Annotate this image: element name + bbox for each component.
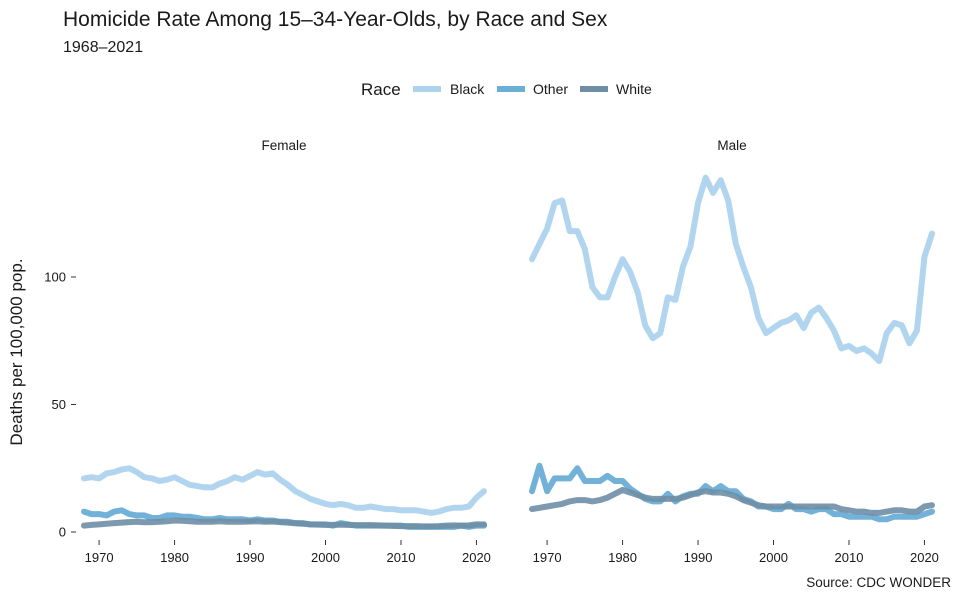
- legend-label-other: Other: [533, 81, 568, 97]
- facet-label-male: Male: [717, 138, 746, 153]
- source-note: Source: CDC WONDER: [806, 575, 951, 590]
- x-tick-label: 2010: [835, 550, 864, 565]
- x-tick-label: 1990: [684, 550, 713, 565]
- legend-label-white: White: [616, 81, 652, 97]
- x-tick-label: 1970: [533, 550, 562, 565]
- series-line-female-white: [81, 517, 487, 530]
- x-tick-label: 1990: [236, 550, 265, 565]
- facet-panel-female: Female 1970 1980 1990 2000 2010 2020 0 50 100: [44, 138, 491, 565]
- legend: Race Black Other White: [361, 80, 652, 99]
- x-tick-label: 1970: [85, 550, 114, 565]
- chart-subtitle: 1968–2021: [63, 39, 143, 56]
- y-tick-label: 100: [44, 270, 66, 285]
- facet-label-female: Female: [261, 138, 306, 153]
- x-tick-label: 1980: [608, 550, 637, 565]
- x-tick-label: 1980: [160, 550, 189, 565]
- series-line-female-black: [81, 465, 487, 516]
- legend-label-black: Black: [450, 81, 485, 97]
- y-axis-label: Deaths per 100,000 pop.: [7, 258, 26, 445]
- y-tick-label: 0: [59, 525, 66, 540]
- facet-panel-male: Male 1970 1980 1990 2000 2010 2020: [529, 138, 939, 565]
- series-line-male-white: [529, 486, 935, 516]
- series-line-male-other: [529, 462, 935, 523]
- x-tick-label: 2000: [759, 550, 788, 565]
- y-tick-label: 50: [52, 397, 66, 412]
- x-tick-label: 2020: [462, 550, 491, 565]
- x-tick-label: 2020: [910, 550, 939, 565]
- legend-title: Race: [361, 80, 401, 99]
- x-tick-label: 2000: [311, 550, 340, 565]
- chart-title: Homicide Rate Among 15–34-Year-Olds, by …: [63, 8, 608, 31]
- series-line-male-black: [529, 174, 935, 365]
- x-tick-label: 2010: [387, 550, 416, 565]
